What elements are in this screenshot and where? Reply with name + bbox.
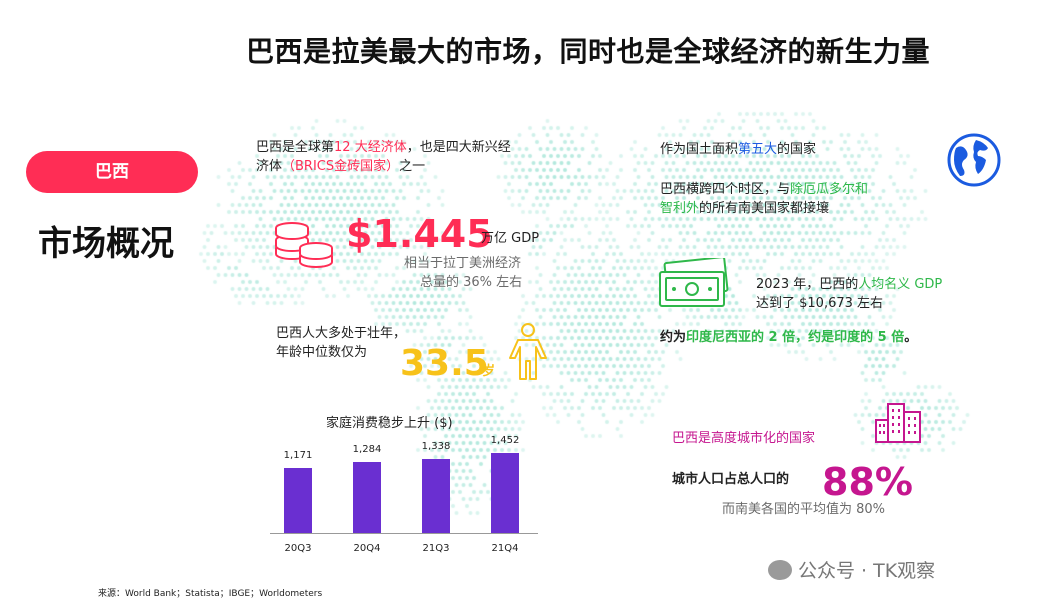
wechat-icon: [768, 560, 792, 580]
chart-bar-20Q4: [353, 462, 381, 533]
median-age-value: 33.5: [400, 343, 489, 384]
income-text-2: 达到了 $10,673 左右: [756, 296, 884, 311]
section-subheading: 市场概况: [38, 224, 174, 264]
buildings-icon: [875, 403, 921, 443]
gdp-unit: 万亿 GDP: [481, 231, 540, 246]
gdp-note-2: 总量的 36% 左右: [420, 275, 523, 290]
chart-bar-21Q4: [491, 453, 519, 533]
median-age-unit: 岁: [482, 364, 496, 379]
globe-icon: [947, 133, 1001, 187]
income-compare-text: 约为印度尼西亚的 2 倍，约是印度的 5 倍。: [660, 330, 918, 345]
timezone-text: 巴西横跨四个时区，与除厄瓜多尔和 智利外的所有南美国家都接壤: [660, 182, 869, 216]
chart-value-label: 1,338: [421, 441, 451, 452]
watermark: 公众号 · TK观察: [768, 556, 935, 583]
banknote-icon: [659, 258, 729, 307]
urban-heading: 巴西是高度城市化的国家: [672, 431, 816, 446]
chart-category-label: 20Q4: [353, 543, 381, 554]
urban-note: 而南美各国的平均值为 80%: [722, 502, 886, 517]
chart-value-label: 1,452: [490, 435, 520, 446]
gdp-note-1: 相当于拉丁美洲经济: [404, 256, 522, 271]
gdp-value: $1.445: [346, 212, 493, 256]
economy-rank-text: 巴西是全球第12 大经济体，也是四大新兴经 济体（BRICS金砖国家）之一: [256, 140, 511, 174]
chart-category-label: 21Q4: [491, 543, 519, 554]
person-icon: [509, 323, 547, 380]
coins-icon: [275, 222, 333, 268]
chart-bar-21Q3: [422, 459, 450, 533]
age-text-2: 年龄中位数仅为: [276, 345, 368, 360]
source-note: 来源：World Bank；Statista；IBGE；Worldometers: [98, 589, 323, 599]
chart-bar-20Q3: [284, 468, 312, 533]
country-pill: 巴西: [26, 151, 198, 193]
chart-category-label: 21Q3: [422, 543, 450, 554]
chart-baseline: [270, 533, 538, 534]
urban-label: 城市人口占总人口的: [672, 472, 790, 487]
chart-category-label: 20Q3: [284, 543, 312, 554]
urban-value: 88%: [822, 460, 913, 504]
income-text-1: 2023 年，巴西的人均名义 GDP: [756, 277, 943, 292]
page-title: 巴西是拉美最大的市场，同时也是全球经济的新生力量: [246, 35, 931, 68]
age-text-1: 巴西人大多处于壮年，: [276, 326, 407, 341]
chart-value-label: 1,171: [283, 450, 313, 461]
area-rank-text: 作为国土面积第五大的国家: [660, 142, 817, 157]
chart-title: 家庭消费稳步上升 ($): [326, 416, 453, 431]
chart-value-label: 1,284: [352, 444, 382, 455]
